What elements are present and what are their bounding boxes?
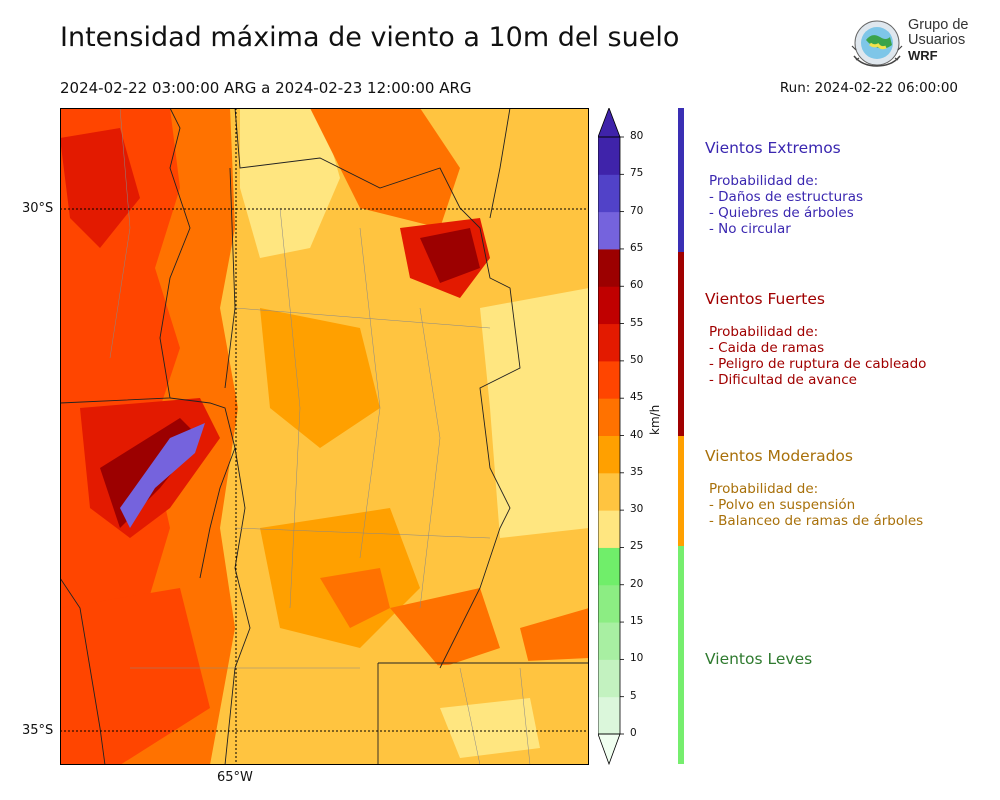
colorbar-tick-label: 5 <box>630 689 637 702</box>
legend-item: - Balanceo de ramas de árboles <box>709 513 924 529</box>
globe-logo-icon <box>851 20 903 67</box>
logo-line-3: WRF <box>908 48 938 63</box>
colorbar-tick-label: 75 <box>630 167 644 180</box>
legend-heading: Vientos Moderados <box>705 447 853 465</box>
legend-heading: Vientos Fuertes <box>705 290 825 308</box>
colorbar-segment <box>598 323 620 362</box>
lon-label-65w: 65°W <box>217 770 253 785</box>
legend-description: Probabilidad de: - Daños de estructuras - … <box>709 173 863 237</box>
colorbar-tick-label: 35 <box>630 465 644 478</box>
colorbar-tick-label: 10 <box>630 652 644 665</box>
colorbar-tick-label: 15 <box>630 615 644 628</box>
graticule <box>60 108 589 765</box>
colorbar-segment <box>598 622 620 660</box>
lat-label-35s: 35°S <box>22 723 54 738</box>
legend-description: Probabilidad de: - Caida de ramas - Peligr… <box>709 324 926 388</box>
colorbar-unit-label: km/h <box>648 404 662 435</box>
legend-color-bar <box>678 108 684 252</box>
colorbar-tick-label: 45 <box>630 391 644 404</box>
colorbar-segment <box>598 472 620 511</box>
colorbar-segment <box>598 510 620 548</box>
legend-item: - Polvo en suspensión <box>709 497 856 513</box>
wind-field-shading <box>60 108 589 765</box>
colorbar-extend-min <box>597 733 621 766</box>
colorbar-tick-label: 60 <box>630 279 644 292</box>
legend-heading: Vientos Leves <box>705 650 813 668</box>
legend-color-bar <box>678 546 684 764</box>
colorbar-segment <box>598 659 620 698</box>
colorbar-tick-label: 80 <box>630 130 644 142</box>
colorbar-tick-label: 30 <box>630 503 644 516</box>
colorbar-tick-label: 70 <box>630 204 644 217</box>
colorbar-segment <box>598 398 620 436</box>
wind-field-svg <box>60 108 589 765</box>
legend-item: - Dificultad de avance <box>709 372 857 388</box>
legend-item: - Caida de ramas <box>709 340 825 356</box>
legend-color-bar <box>678 436 684 546</box>
legend-intro: Probabilidad de: <box>709 481 819 497</box>
logo-line-2: Usuarios <box>908 32 966 48</box>
colorbar-tick-label: 25 <box>630 540 644 553</box>
legend-item: - Daños de estructuras <box>709 189 864 205</box>
colorbar-tick-label: 55 <box>630 316 644 329</box>
page-title: Intensidad máxima de viento a 10m del su… <box>60 22 680 53</box>
legend-intro: Probabilidad de: <box>709 173 819 189</box>
colorbar-segment <box>598 360 620 399</box>
legend-item: - Peligro de ruptura de cableado <box>709 356 927 372</box>
department-borders <box>109 108 531 765</box>
colorbar-segment <box>598 696 620 735</box>
colorbar-segment <box>598 435 620 474</box>
colorbar-segment <box>598 286 620 325</box>
period-label: 2024-02-22 03:00:00 ARG a 2024-02-23 12:… <box>60 79 472 97</box>
run-label: Run: 2024-02-22 06:00:00 <box>779 80 958 96</box>
legend-description: Probabilidad de: - Polvo en suspensión - B… <box>709 481 923 529</box>
colorbar-segment <box>598 211 620 250</box>
legend-color-bar <box>678 252 684 436</box>
colorbar-tick-label: 65 <box>630 241 644 254</box>
colorbar-tick-label: 0 <box>630 727 637 739</box>
wind-map <box>60 108 589 765</box>
colorbar-extend-max <box>597 106 621 138</box>
legend-heading: Vientos Extremos <box>705 139 841 157</box>
colorbar-segment <box>598 547 620 586</box>
logo-line-1: Grupo de <box>908 17 969 33</box>
colorbar-tick-label: 40 <box>630 428 644 441</box>
colorbar-segment <box>598 248 620 287</box>
colorbar-segment <box>598 584 620 623</box>
colorbar-segment <box>598 137 620 175</box>
legend-intro: Probabilidad de: <box>709 324 819 340</box>
colorbar-segment <box>598 174 620 213</box>
lat-label-30s: 30°S <box>22 201 54 216</box>
colorbar-tick-label: 20 <box>630 577 644 590</box>
legend-item: - No circular <box>709 221 791 237</box>
colorbar <box>597 106 658 768</box>
legend-item: - Quiebres de árboles <box>709 205 854 221</box>
group-logo: Grupo de Usuarios WRF <box>848 16 973 72</box>
colorbar-tick-label: 50 <box>630 353 644 366</box>
colorbar-svg <box>597 106 624 766</box>
